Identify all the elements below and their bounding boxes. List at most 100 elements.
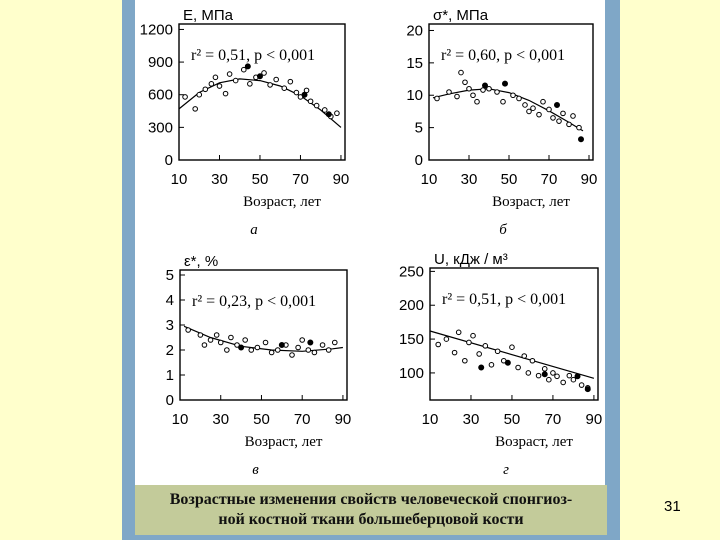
- x-tick-label: 30: [212, 411, 229, 428]
- x-axis-title: Возраст, лет: [492, 194, 570, 210]
- data-point-open: [435, 341, 441, 348]
- y-axis-title: ε*, %: [184, 253, 218, 270]
- data-point-open: [540, 98, 546, 105]
- data-point-open: [470, 332, 476, 339]
- data-point-filled: [325, 111, 332, 118]
- data-point-open: [262, 339, 269, 346]
- y-tick-label: 250: [399, 263, 424, 280]
- plot-frame: [429, 267, 599, 401]
- data-point-open: [224, 347, 230, 353]
- x-tick-label: 90: [335, 411, 352, 428]
- data-point-open: [331, 339, 338, 346]
- data-point-open: [212, 74, 219, 81]
- y-tick-label: 0: [166, 392, 174, 409]
- figure-paper: [135, 0, 605, 485]
- stat-annotation: r² = 0,60, p < 0,001: [441, 47, 565, 64]
- data-point-open: [550, 370, 556, 376]
- caption-box: Возрастные изменения свойств человеческо…: [135, 485, 607, 535]
- x-tick-label: 10: [422, 411, 439, 428]
- y-tick-label: 200: [399, 297, 424, 314]
- data-point-open: [213, 332, 220, 338]
- data-point-open: [500, 98, 506, 105]
- data-point-open: [325, 347, 332, 353]
- data-point-open: [197, 332, 204, 338]
- data-point-open: [486, 85, 492, 92]
- data-point-open: [273, 76, 279, 83]
- data-point-filled: [256, 73, 263, 80]
- data-point-open: [295, 344, 301, 351]
- data-point-filled: [574, 373, 581, 380]
- x-tick-label: 50: [252, 171, 269, 188]
- y-tick-label: 2: [166, 342, 174, 359]
- data-point-filled: [504, 359, 511, 366]
- stat-annotation: r² = 0,51, p < 0,001: [442, 291, 566, 308]
- data-point-open: [526, 108, 532, 115]
- data-point-open: [515, 364, 521, 371]
- data-point-open: [566, 372, 573, 379]
- panel-letter: в: [252, 462, 259, 478]
- y-tick-label: 5: [415, 120, 423, 137]
- y-tick-label: 15: [406, 55, 423, 72]
- data-point-open: [510, 92, 516, 99]
- data-point-open: [560, 379, 566, 386]
- chart-panel-3: ε*, % 0 1 2 3 4 5 10 30 50 70 90 r² = 0,23, p < 0,00…: [166, 253, 352, 478]
- data-point-open: [299, 337, 305, 343]
- data-point-open: [535, 372, 542, 379]
- data-point-filled: [301, 91, 308, 98]
- data-point-open: [274, 347, 281, 353]
- data-point-open: [443, 336, 450, 342]
- data-point-open: [476, 351, 482, 357]
- chart-panel-1: E, МПа 0 300 600 900 1200 10 30 50 70 90 r² = 0,51,…: [140, 7, 350, 238]
- data-point-open: [334, 110, 340, 117]
- data-point-open: [313, 102, 320, 109]
- plot-frame: [178, 23, 346, 161]
- data-point-filled: [578, 136, 584, 143]
- data-point-open: [462, 357, 468, 364]
- caption-line-1: Возрастные изменения свойств человеческо…: [169, 491, 573, 508]
- y-tick-label: 5: [166, 267, 174, 284]
- panel-letter: а: [250, 222, 258, 238]
- data-point-open: [307, 98, 314, 105]
- y-tick-label: 600: [148, 87, 173, 104]
- y-axis-title: σ*, МПа: [433, 7, 489, 24]
- data-point-open: [470, 92, 476, 99]
- data-point-filled: [554, 101, 560, 108]
- data-point-open: [530, 105, 536, 111]
- data-point-open: [446, 89, 452, 95]
- data-point-open: [522, 102, 528, 108]
- data-point-open: [267, 82, 273, 88]
- data-point-open: [202, 86, 209, 93]
- y-tick-label: 3: [166, 317, 174, 334]
- y-tick-label: 0: [415, 152, 423, 169]
- data-point-open: [289, 352, 295, 358]
- x-tick-label: 10: [421, 171, 438, 188]
- x-axis-title: Возраст, лет: [245, 434, 323, 450]
- chart-panel-2: σ*, МПа 0 5 10 15 20 10 30 50 70 90 r² = 0,60, p < …: [406, 7, 597, 238]
- data-point-open: [560, 110, 566, 117]
- data-point-open: [578, 382, 585, 388]
- data-point-open: [521, 353, 528, 359]
- data-point-open: [196, 91, 203, 98]
- data-point-filled: [502, 80, 508, 87]
- y-tick-label: 4: [166, 292, 174, 309]
- data-point-open: [192, 106, 198, 112]
- data-point-open: [321, 107, 328, 113]
- data-point-open: [434, 95, 440, 102]
- data-point-open: [268, 349, 275, 356]
- y-tick-label: 10: [406, 87, 423, 104]
- data-point-open: [234, 342, 240, 348]
- data-point-open: [182, 94, 188, 100]
- x-tick-label: 10: [171, 171, 188, 188]
- data-point-open: [311, 349, 318, 356]
- y-tick-label: 1200: [140, 21, 173, 38]
- panel-letter: б: [499, 222, 507, 238]
- x-tick-label: 90: [333, 171, 350, 188]
- data-point-filled: [584, 386, 591, 393]
- data-point-open: [248, 347, 255, 353]
- y-tick-label: 150: [399, 331, 424, 348]
- x-tick-label: 50: [253, 411, 270, 428]
- x-tick-label: 10: [172, 411, 189, 428]
- data-point-open: [293, 89, 300, 96]
- stat-annotation: r² = 0,23, p < 0,001: [192, 293, 316, 310]
- data-point-open: [570, 376, 577, 383]
